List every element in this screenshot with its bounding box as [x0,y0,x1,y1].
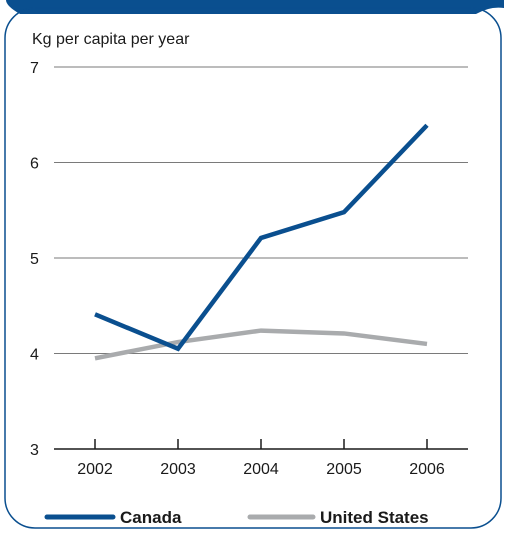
series-line-canada [94,123,429,352]
gridlines [54,66,468,450]
chart-frame-border [4,7,502,529]
legend-label-united-states: United States [320,508,429,527]
y-tick-label: 4 [30,347,39,364]
legend: Canada United States [44,508,429,527]
series-lines [94,123,429,361]
x-tick-label: 2006 [409,461,445,478]
y-tick-label: 7 [30,60,39,77]
frame-top-band [6,0,504,14]
y-tick-label: 5 [30,251,39,268]
x-tick-label: 2003 [160,461,196,478]
x-tick-label: 2005 [326,461,362,478]
y-tick-labels: 3 4 5 6 7 [30,60,39,459]
x-tick-label: 2004 [243,461,279,478]
legend-label-canada: Canada [120,508,182,527]
y-tick-label: 3 [30,442,39,459]
y-tick-label: 6 [30,156,39,173]
x-axis: 2002 2003 2004 2005 2006 [77,439,445,478]
y-axis-title: Kg per capita per year [32,31,190,48]
x-tick-label: 2002 [77,461,113,478]
